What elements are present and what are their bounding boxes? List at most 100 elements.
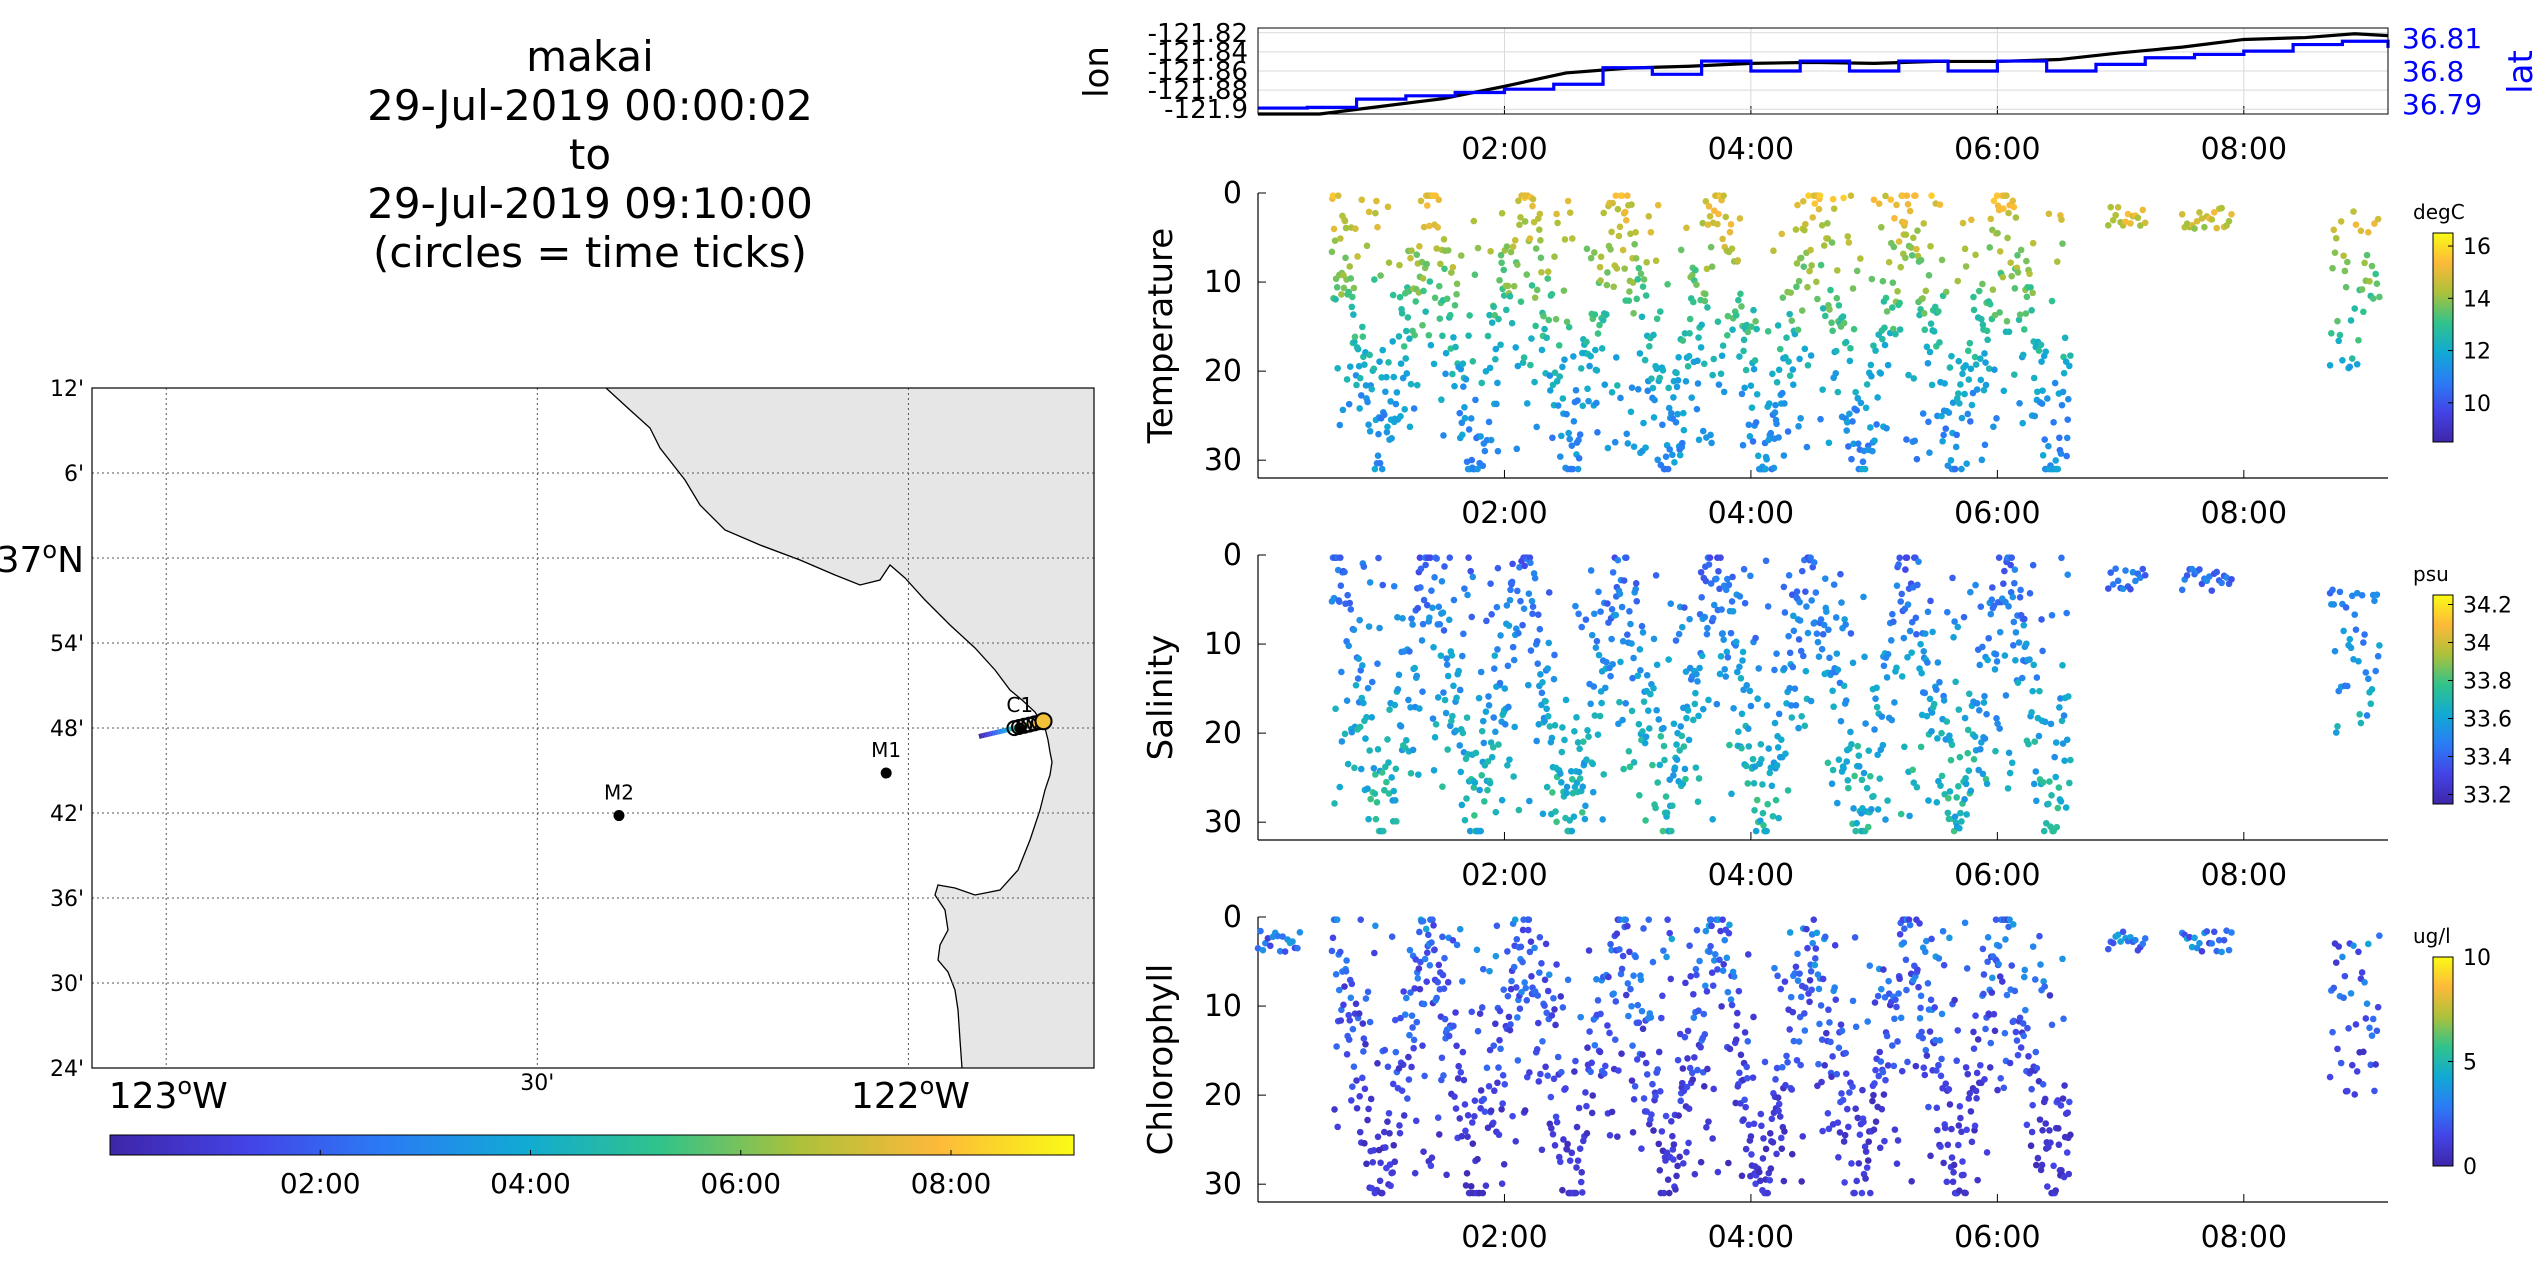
data-point [1613, 930, 1621, 937]
data-point [1909, 234, 1917, 242]
data-point [1464, 591, 1471, 599]
data-point [1763, 827, 1770, 835]
data-point [1894, 1137, 1902, 1144]
data-point [1434, 1114, 1442, 1122]
data-point [2057, 695, 2064, 702]
data-point [1450, 334, 1457, 341]
data-point [1391, 1158, 1399, 1166]
data-point [1809, 214, 1817, 221]
data-point [1650, 635, 1658, 643]
data-point [1659, 367, 1667, 374]
data-point [1586, 1028, 1593, 1035]
data-point [1563, 783, 1571, 791]
data-point [1825, 439, 1833, 447]
data-point [2373, 280, 2381, 287]
data-point [1739, 441, 1747, 449]
data-point [1363, 1160, 1370, 1168]
data-point [1705, 1118, 1712, 1125]
data-point [1592, 346, 1599, 354]
data-point [1981, 350, 1988, 357]
data-point [1744, 328, 1752, 336]
data-point [1690, 716, 1697, 724]
data-point [1823, 608, 1830, 615]
data-point [1990, 197, 1998, 205]
data-point [1337, 582, 1345, 590]
data-point [2054, 465, 2062, 473]
data-point [1441, 1015, 1449, 1023]
data-point [1533, 1046, 1541, 1053]
data-point [1588, 631, 1596, 639]
data-point [1812, 589, 1820, 596]
data-point [1520, 605, 1528, 612]
data-point [1862, 1148, 1870, 1155]
data-point [1343, 1051, 1351, 1058]
data-point [1994, 229, 2001, 237]
data-point [1512, 344, 1520, 351]
data-point [1400, 343, 1408, 350]
data-point [1652, 572, 1660, 579]
data-point [1647, 1014, 1655, 1021]
data-point [1884, 1062, 1892, 1069]
data-point [1365, 1105, 1372, 1113]
data-point [2347, 317, 2355, 324]
data-point [1647, 228, 1655, 236]
data-point [1736, 1069, 1743, 1077]
data-point [1795, 423, 1802, 430]
data-point [1920, 310, 1928, 317]
data-point [1772, 796, 1780, 804]
data-point [1879, 741, 1887, 749]
data-point [1597, 253, 1605, 261]
data-point [1689, 1076, 1697, 1083]
data-point [2208, 940, 2216, 947]
data-point [1943, 608, 1951, 616]
data-point [1725, 1159, 1732, 1167]
data-point [2000, 1084, 2008, 1092]
data-point [1668, 1118, 1675, 1125]
data-point [1797, 1061, 1804, 1069]
data-point [1346, 363, 1354, 370]
data-point [1694, 1066, 1701, 1074]
data-point [1485, 702, 1493, 709]
data-point [1733, 1009, 1741, 1017]
data-point [1346, 1017, 1354, 1024]
data-point [1681, 765, 1689, 773]
data-point [1952, 678, 1959, 686]
data-point [1692, 266, 1699, 274]
data-point [1928, 727, 1935, 735]
data-point [2007, 259, 2014, 266]
data-point [1574, 465, 1582, 473]
data-point [1889, 1042, 1896, 1049]
data-point [1891, 1126, 1899, 1133]
data-point [1397, 360, 1405, 367]
data-point [1996, 725, 2003, 732]
data-point [1893, 1003, 1900, 1011]
data-point [1356, 616, 1363, 624]
data-point [1728, 598, 1736, 605]
data-point [1296, 929, 1304, 936]
data-point [1817, 1002, 1825, 1009]
data-point [1527, 361, 1534, 369]
data-point [1372, 922, 1379, 930]
data-point [1440, 236, 1448, 243]
data-point [1843, 758, 1851, 765]
data-point [1505, 1013, 1513, 1021]
data-point [1527, 647, 1535, 654]
data-point [2063, 609, 2070, 617]
data-point [1331, 237, 1339, 244]
data-point [2186, 933, 2193, 941]
data-point [1624, 922, 1631, 930]
data-point [2059, 388, 2067, 396]
data-point [1879, 335, 1886, 343]
data-point [1847, 630, 1855, 637]
data-point [1604, 600, 1611, 607]
data-point [1741, 1096, 1748, 1104]
data-point [1329, 934, 1337, 942]
data-point [2003, 317, 2011, 325]
data-point [2039, 1080, 2047, 1088]
data-point [2193, 944, 2201, 952]
data-point [1641, 356, 1649, 364]
data-point [1493, 922, 1501, 930]
data-point [1682, 775, 1689, 783]
data-point [1738, 744, 1745, 752]
